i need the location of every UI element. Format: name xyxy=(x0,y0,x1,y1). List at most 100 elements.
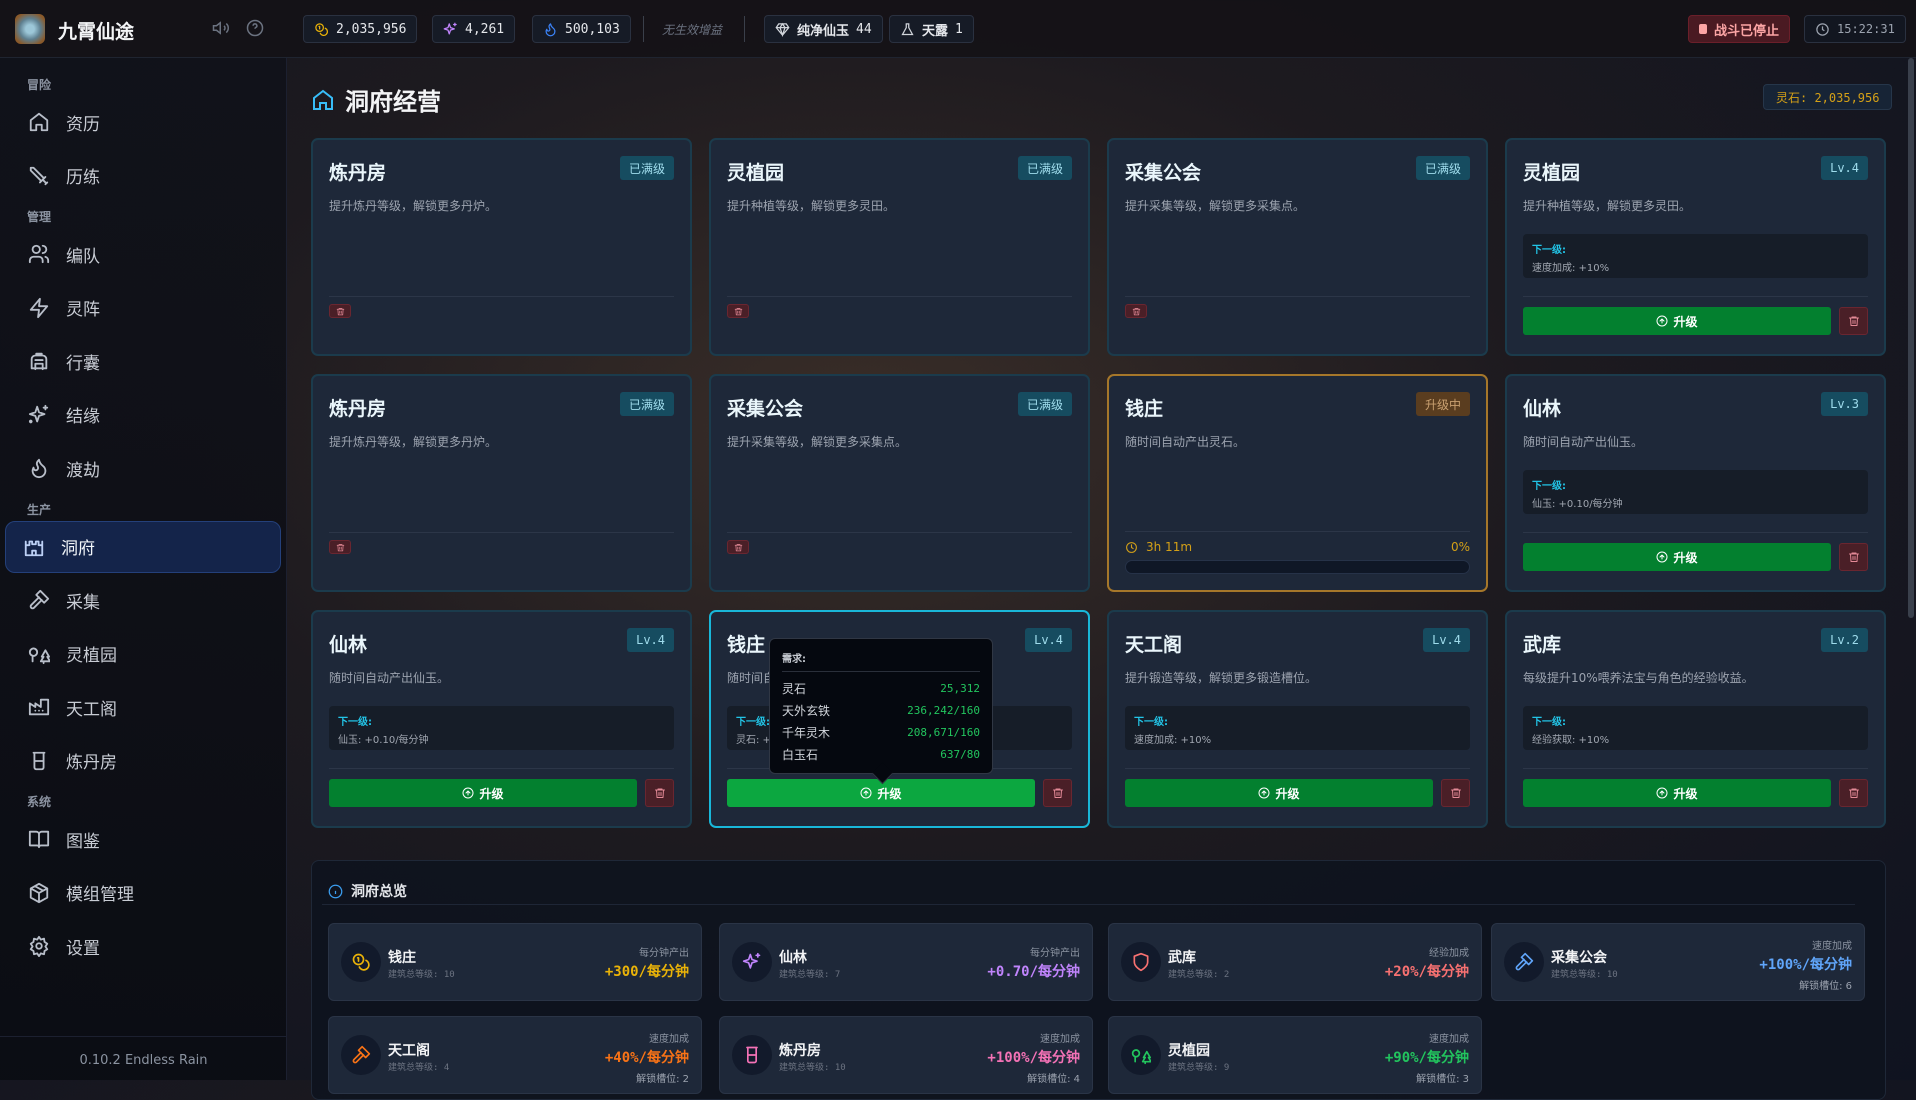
requirement-value: 208,671/160 xyxy=(907,726,980,739)
demolish-button[interactable] xyxy=(329,540,351,554)
upgrade-button[interactable]: 升级 xyxy=(1523,543,1831,571)
overview-level: 建筑总等级: 2 xyxy=(1168,970,1230,980)
building-desc: 提升炼丹等级，解锁更多丹炉。 xyxy=(329,199,498,213)
sidebar-item-label: 采集 xyxy=(66,592,100,613)
upgrade-label: 升级 xyxy=(877,786,902,801)
sidebar-item-hammer[interactable]: 采集 xyxy=(5,574,281,626)
battle-status-button[interactable]: 战斗已停止 xyxy=(1688,15,1791,43)
trash-icon xyxy=(1848,552,1859,562)
demolish-button[interactable] xyxy=(727,304,749,318)
overview-panel: 洞府总览 钱庄 建筑总等级: 10 每分钟产出 +300/每分钟 仙林 建筑总等… xyxy=(311,860,1886,1100)
resource-value: 500,103 xyxy=(565,21,620,37)
resource-0[interactable]: 2,035,956 xyxy=(303,15,418,43)
building-badge: Lv.4 xyxy=(1025,628,1072,652)
trash-icon xyxy=(336,543,344,551)
battle-status-label: 战斗已停止 xyxy=(1714,23,1780,39)
sidebar-section-label: 管理 xyxy=(27,210,52,224)
upgrade-button[interactable]: 升级 xyxy=(727,779,1035,807)
requirement-row: 灵石 25,312 xyxy=(782,678,980,700)
help-icon[interactable] xyxy=(246,19,264,37)
demolish-button[interactable] xyxy=(1839,307,1868,335)
building-name: 炼丹房 xyxy=(329,162,387,184)
volume-icon[interactable] xyxy=(212,19,230,37)
sparkle-icon xyxy=(443,22,457,34)
item-label: 纯净仙玉 xyxy=(797,23,850,39)
overview-stat-label: 每分钟产出 xyxy=(1030,948,1080,959)
arrow-up-circle-icon xyxy=(1656,315,1668,327)
sidebar-item-backpack[interactable]: 行囊 xyxy=(5,335,281,387)
upgrade-button[interactable]: 升级 xyxy=(1523,779,1831,807)
trash-icon xyxy=(1132,307,1140,315)
item-dew[interactable]: 天露 1 xyxy=(889,15,974,43)
building-card: 仙林 Lv.3 随时间自动产出仙玉。 下一级: 仙玉: +0.10/每分钟 升级 xyxy=(1505,374,1886,592)
arrow-up-circle-icon xyxy=(1656,787,1668,799)
sidebar-item-zap[interactable]: 灵阵 xyxy=(5,282,281,334)
sidebar-item-beaker[interactable]: 炼丹房 xyxy=(5,735,281,787)
building-name: 炼丹房 xyxy=(329,398,387,420)
upgrade-button[interactable]: 升级 xyxy=(1523,307,1831,335)
demolish-button[interactable] xyxy=(1839,779,1868,807)
coins-icon xyxy=(315,22,328,36)
demolish-button[interactable] xyxy=(645,779,674,807)
next-level-box: 下一级: 速度加成: +10% xyxy=(1523,234,1868,278)
building-badge: 已满级 xyxy=(619,392,674,416)
building-card: 钱庄 升级中 随时间自动产出灵石。 3h 11m 0% xyxy=(1107,374,1488,592)
demolish-button[interactable] xyxy=(1043,779,1072,807)
overview-item: 仙林 建筑总等级: 7 每分钟产出 +0.70/每分钟 xyxy=(719,923,1093,1001)
resource-2[interactable]: 500,103 xyxy=(532,15,631,43)
building-desc: 提升种植等级，解锁更多灵田。 xyxy=(727,199,896,213)
overview-title: 洞府总览 xyxy=(351,884,407,900)
backpack-icon xyxy=(30,352,48,371)
trees-icon xyxy=(28,647,50,664)
sidebar-item-label: 行囊 xyxy=(66,353,100,374)
building-card: 仙林 Lv.4 随时间自动产出仙玉。 下一级: 仙玉: +0.10/每分钟 升级 xyxy=(311,610,692,828)
building-card: 武库 Lv.2 每级提升10%喂养法宝与角色的经验收益。 下一级: 经验获取: +1… xyxy=(1505,610,1886,828)
arrow-up-circle-icon xyxy=(462,787,474,799)
sidebar-item-package[interactable]: 模组管理 xyxy=(5,867,281,919)
sidebar-item-flame[interactable]: 渡劫 xyxy=(5,442,281,494)
overview-item: 灵植园 建筑总等级: 9 速度加成 +90%/每分钟 解锁槽位: 3 xyxy=(1108,1016,1482,1094)
resource-value: 4,261 xyxy=(465,21,505,37)
overview-item: 武库 建筑总等级: 2 经验加成 +20%/每分钟 xyxy=(1108,923,1482,1001)
book-icon xyxy=(28,830,50,849)
resource-1[interactable]: 4,261 xyxy=(432,15,516,43)
castle-icon xyxy=(24,540,44,556)
building-card: 灵植园 Lv.4 提升种植等级，解锁更多灵田。 下一级: 速度加成: +10% 升级 xyxy=(1505,138,1886,356)
demolish-button[interactable] xyxy=(329,304,351,318)
sidebar-item-users[interactable]: 编队 xyxy=(5,228,281,280)
sidebar-item-label: 洞府 xyxy=(61,539,95,559)
building-desc: 提升采集等级，解锁更多采集点。 xyxy=(727,435,908,449)
sidebar-item-label: 炼丹房 xyxy=(66,753,117,773)
next-level-box: 下一级: 仙玉: +0.10/每分钟 xyxy=(329,706,674,750)
sidebar-item-gear[interactable]: 设置 xyxy=(5,920,281,972)
sidebar-item-sparkles[interactable]: 结缘 xyxy=(5,389,281,441)
requirement-row: 天外玄铁 236,242/160 xyxy=(782,700,980,722)
demolish-button[interactable] xyxy=(727,540,749,554)
demolish-button[interactable] xyxy=(1441,779,1470,807)
sidebar-item-castle[interactable]: 洞府 xyxy=(5,520,281,573)
upgrade-button[interactable]: 升级 xyxy=(329,779,637,807)
scrollbar[interactable] xyxy=(1908,58,1914,618)
building-badge: Lv.4 xyxy=(1821,156,1868,180)
overview-level: 建筑总等级: 4 xyxy=(388,1063,450,1073)
next-level-label: 下一级: xyxy=(1532,481,1566,492)
overview-item: 天工阁 建筑总等级: 4 速度加成 +40%/每分钟 解锁槽位: 2 xyxy=(328,1016,702,1094)
upgrade-button[interactable]: 升级 xyxy=(1125,779,1433,807)
overview-stat-value: +0.70/每分钟 xyxy=(987,964,1080,980)
demolish-button[interactable] xyxy=(1839,543,1868,571)
requirement-row: 白玉石 637/80 xyxy=(782,744,980,766)
overview-stat-label: 速度加成 xyxy=(1429,1034,1469,1045)
sidebar: 冒险 资历 历练 管理 编队 灵阵 行囊 结缘 渡劫 生产 洞府 采集 灵植园 天工阁 炼丹房 系统 图鉴 模组管… xyxy=(0,58,287,1080)
sidebar-item-book[interactable]: 图鉴 xyxy=(5,813,281,865)
item-pure-jade[interactable]: 纯净仙玉 44 xyxy=(764,15,883,43)
sparkle-icon xyxy=(742,952,761,969)
demolish-button[interactable] xyxy=(1125,304,1147,318)
upgrade-label: 升级 xyxy=(1673,786,1698,801)
sidebar-item-sword[interactable]: 历练 xyxy=(5,150,281,202)
sidebar-item-home[interactable]: 资历 xyxy=(5,96,281,148)
sidebar-item-trees[interactable]: 灵植园 xyxy=(5,628,281,680)
trash-icon xyxy=(654,788,665,798)
building-desc: 随时间自动产出灵石。 xyxy=(1125,435,1246,449)
sidebar-item-factory[interactable]: 天工阁 xyxy=(5,681,281,733)
building-badge: Lv.3 xyxy=(1821,392,1868,416)
